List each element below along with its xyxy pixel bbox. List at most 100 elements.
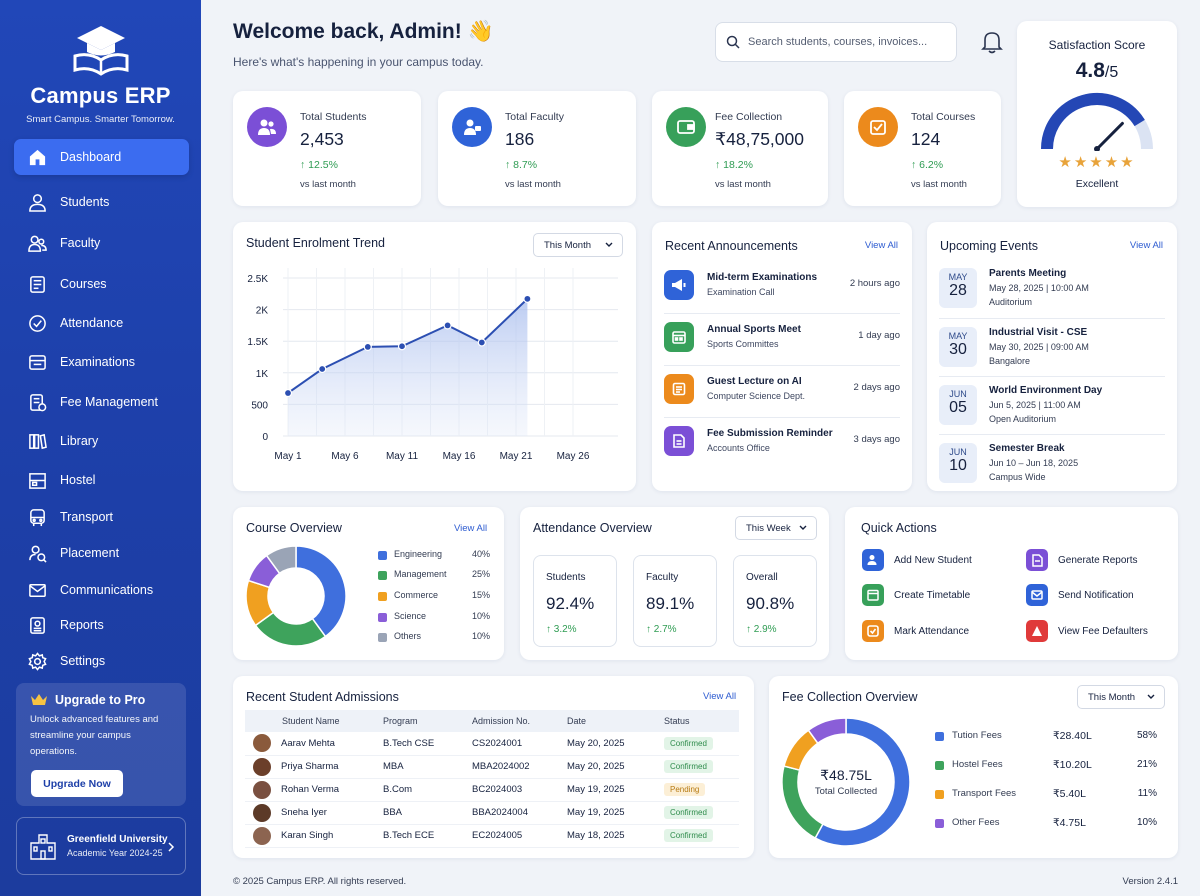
admission-no-cell: MBA2024002 — [472, 755, 567, 779]
fee-amount: ₹4.75L — [1053, 817, 1086, 829]
generate-reports-button[interactable]: Generate Reports — [1026, 548, 1138, 572]
sidebar-item-dashboard[interactable]: Dashboard — [14, 139, 189, 175]
announcement-item[interactable]: Guest Lecture on AI Computer Science Dep… — [664, 374, 900, 426]
legend-item: Science 10% — [378, 611, 490, 625]
academic-year: Academic Year 2024-25 — [67, 848, 163, 858]
announcement-sub: Sports Committes — [707, 339, 779, 349]
event-item[interactable]: JUN 10 Semester Break Jun 10 – Jun 18, 20… — [939, 443, 1163, 501]
status-cell: Confirmed — [664, 732, 739, 756]
course-donut-chart — [245, 545, 347, 647]
fee-period-dropdown[interactable]: This Month — [1077, 685, 1165, 709]
legend-pct: 25% — [471, 569, 490, 579]
sidebar-item-label: Hostel — [60, 473, 96, 487]
sidebar-item-faculty[interactable]: Faculty — [14, 225, 189, 261]
announcements-view-all-link[interactable]: View All — [864, 240, 898, 251]
quick-action-label: Send Notification — [1058, 589, 1134, 601]
search-input[interactable] — [748, 36, 938, 48]
announcement-item[interactable]: Fee Submission Reminder Accounts Office … — [664, 426, 900, 478]
course-overview-view-all-link[interactable]: View All — [454, 523, 488, 534]
event-item[interactable]: JUN 05 World Environment Day Jun 5, 2025 … — [939, 385, 1163, 443]
stat-change-value: 6.2% — [919, 159, 944, 171]
sidebar-item-courses[interactable]: Courses — [14, 266, 189, 302]
library-icon — [29, 433, 47, 449]
divider — [664, 417, 900, 418]
rating-stars: ★★★★★ — [1058, 154, 1136, 171]
sidebar-item-library[interactable]: Library — [14, 423, 189, 459]
table-row[interactable]: Karan Singh B.Tech ECE EC2024005 May 18, 20… — [245, 824, 739, 848]
course-overview-title: Course Overview — [246, 521, 342, 535]
faculty-stat-icon — [452, 107, 492, 147]
fee-name: Other Fees — [952, 817, 1000, 828]
create-timetable-button[interactable]: Create Timetable — [862, 583, 970, 607]
search-box — [715, 22, 957, 62]
attendance-period-dropdown[interactable]: This Week — [735, 516, 817, 540]
dropdown-value: This Month — [544, 239, 591, 251]
sidebar-item-examinations[interactable]: Examinations — [14, 344, 189, 380]
x-tick-label: May 16 — [443, 451, 476, 462]
sidebar-item-placement[interactable]: Placement — [14, 535, 189, 571]
stat-label: Total Faculty — [505, 111, 564, 123]
upgrade-now-button[interactable]: Upgrade Now — [31, 770, 123, 797]
events-view-all-link[interactable]: View All — [1129, 240, 1163, 251]
quick-action-label: Create Timetable — [894, 589, 971, 601]
mark-attendance-button[interactable]: Mark Attendance — [862, 619, 969, 643]
sidebar-item-students[interactable]: Students — [14, 184, 189, 220]
table-row[interactable]: Aarav Mehta B.Tech CSE CS2024001 May 20, 20… — [245, 732, 739, 756]
status-cell: Confirmed — [664, 824, 739, 848]
column-header: Student Name — [245, 710, 383, 732]
stat-change-value: 18.2% — [723, 159, 753, 171]
table-row[interactable]: Sneha Iyer BBA BBA2024004 May 19, 2025 Confi… — [245, 801, 739, 825]
enrolment-period-dropdown[interactable]: This Month — [533, 233, 623, 257]
fee-name: Tution Fees — [952, 730, 1002, 741]
fee-total-label: Total Collected — [814, 786, 878, 797]
add-new-student-button[interactable]: Add New Student — [862, 548, 972, 572]
fee-pct: 58% — [1136, 730, 1157, 741]
attendance-change: ↑ 2.9% — [746, 624, 777, 635]
view-fee-defaulters-button[interactable]: View Fee Defaulters — [1026, 619, 1148, 643]
legend-pct: 15% — [471, 590, 490, 600]
legend-color — [935, 819, 944, 828]
sidebar-item-settings[interactable]: Settings — [14, 643, 189, 679]
table-row[interactable]: Rohan Verma B.Com BC2024003 May 19, 2025 Pen… — [245, 778, 739, 802]
avatar — [253, 803, 271, 822]
event-date-badge: MAY 28 — [939, 268, 977, 308]
fee-legend-item: Tution Fees ₹28.40L 58% — [935, 730, 1157, 744]
satisfaction-card: Satisfaction Score 4.8/5 ★★★★★ Excellent — [1017, 21, 1177, 207]
sidebar-item-transport[interactable]: Transport — [14, 499, 189, 535]
sidebar-item-label: Dashboard — [60, 150, 122, 164]
enrolment-point — [397, 342, 407, 351]
donut-slice — [807, 717, 847, 745]
x-tick-label: May 6 — [331, 451, 359, 462]
gear-icon — [28, 651, 47, 671]
sidebar-item-communications[interactable]: Communications — [14, 572, 189, 608]
event-date-badge: JUN 05 — [939, 385, 977, 425]
event-item[interactable]: MAY 28 Parents Meeting May 28, 2025 | 10:… — [939, 268, 1163, 326]
column-header: Status — [664, 710, 739, 732]
student-name-cell: Sneha Iyer — [245, 801, 383, 825]
send-notification-button[interactable]: Send Notification — [1026, 583, 1134, 607]
sidebar-item-reports[interactable]: Reports — [14, 607, 189, 643]
announcement-title: Mid-term Examinations — [707, 272, 818, 283]
notification-bell-icon[interactable] — [981, 30, 1003, 54]
event-item[interactable]: MAY 30 Industrial Visit - CSE May 30, 202… — [939, 327, 1163, 385]
event-month: JUN — [949, 389, 967, 399]
x-tick-label: May 21 — [500, 451, 533, 462]
attendance-change: ↑ 2.7% — [646, 624, 677, 635]
fee-pct: 10% — [1136, 817, 1157, 828]
arrow-up-icon: ↑ — [746, 624, 754, 635]
legend-pct: 10% — [471, 611, 490, 621]
sidebar-item-attendance[interactable]: Attendance — [14, 305, 189, 341]
university-switcher[interactable]: Greenfield University Academic Year 2024… — [16, 817, 186, 875]
stat-value: ₹48,75,000 — [715, 129, 804, 149]
table-row[interactable]: Priya Sharma MBA MBA2024002 May 20, 2025 Con… — [245, 755, 739, 779]
event-when: May 30, 2025 | 09:00 AM — [989, 342, 1089, 352]
event-title: Industrial Visit - CSE — [989, 327, 1088, 338]
user-icon — [29, 193, 46, 212]
admissions-view-all-link[interactable]: View All — [703, 691, 737, 702]
chevron-down-icon — [605, 242, 613, 247]
announcements-title: Recent Announcements — [665, 239, 798, 253]
sidebar-item-fee-management[interactable]: Fee Management — [14, 384, 189, 420]
announcement-item[interactable]: Mid-term Examinations Examination Call 2… — [664, 270, 900, 322]
announcement-item[interactable]: Annual Sports Meet Sports Committes 1 da… — [664, 322, 900, 374]
sidebar-item-hostel[interactable]: Hostel — [14, 462, 189, 498]
